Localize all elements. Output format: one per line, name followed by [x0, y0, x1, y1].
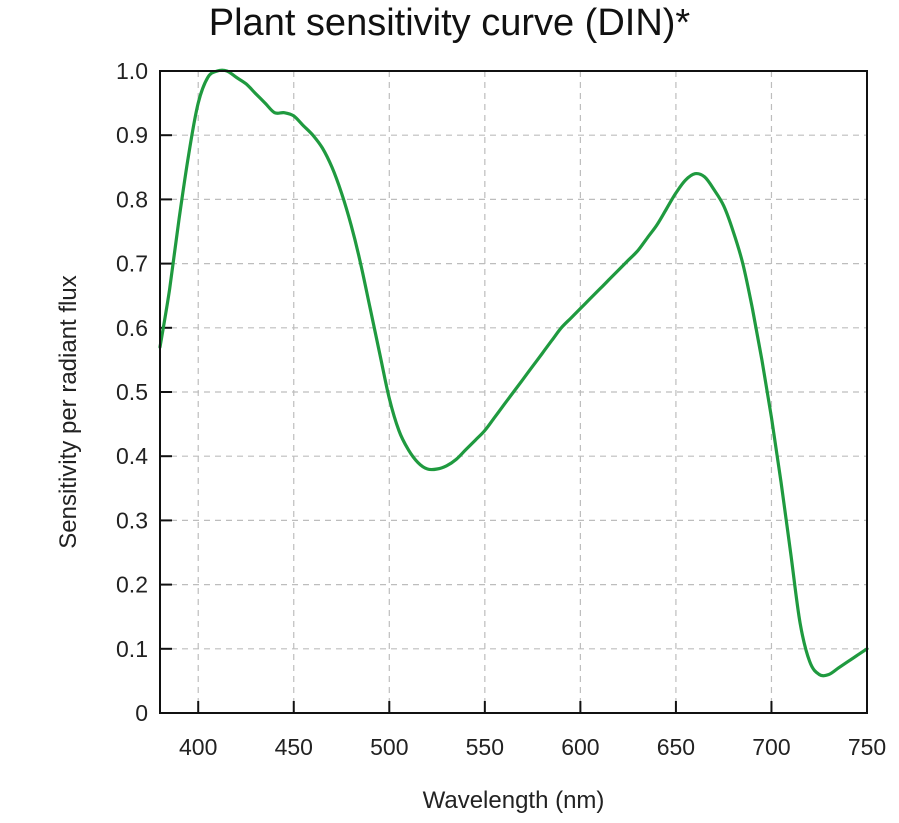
y-tick-label: 0.1 — [116, 636, 148, 662]
x-tick-label: 400 — [179, 734, 217, 760]
x-tick-label: 500 — [370, 734, 408, 760]
y-tick-label: 0.6 — [116, 315, 148, 341]
y-axis-title: Sensitivity per radiant flux — [55, 275, 82, 548]
x-tick-label: 650 — [657, 734, 695, 760]
sensitivity-curve — [158, 68, 869, 678]
x-tick-label: 450 — [275, 734, 313, 760]
plot-frame — [159, 70, 868, 714]
y-tick-label: 0.3 — [116, 507, 148, 533]
y-tick-label: 1.0 — [116, 58, 148, 84]
x-tick-label: 600 — [561, 734, 599, 760]
x-tick-label: 550 — [466, 734, 504, 760]
x-tick-label: 750 — [848, 734, 886, 760]
x-axis-title: Wavelength (nm) — [423, 787, 605, 814]
y-tick-label: 0.7 — [116, 251, 148, 277]
y-tick-label: 0.4 — [116, 443, 148, 469]
y-tick-label: 0.9 — [116, 122, 148, 148]
y-tick-labels: 0 0.1 0.2 0.3 0.4 0.5 0.6 0.7 0.8 0.9 1.0 — [116, 58, 148, 726]
tick-marks — [160, 70, 868, 714]
y-tick-label: 0 — [135, 700, 148, 726]
x-tick-label: 700 — [752, 734, 790, 760]
y-tick-label: 0.8 — [116, 186, 148, 212]
y-tick-label: 0.2 — [116, 572, 148, 598]
chart-title: Plant sensitivity curve (DIN)* — [208, 2, 691, 44]
x-tick-labels: 400 450 500 550 600 650 700 750 — [179, 734, 886, 760]
y-tick-label: 0.5 — [116, 379, 148, 405]
